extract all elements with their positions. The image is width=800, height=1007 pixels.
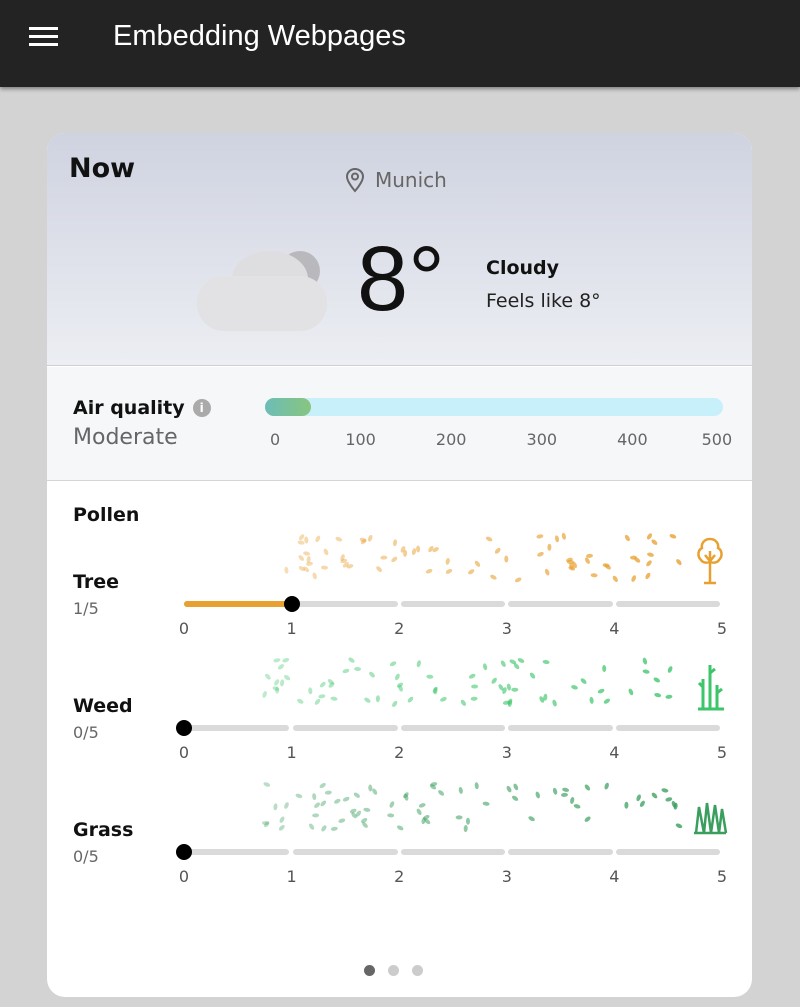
pollen-tick: 0: [178, 619, 190, 638]
pollen-tick: 1: [286, 867, 297, 886]
pollen-value: 0/5: [73, 847, 99, 866]
air-quality-tick: 300: [526, 430, 558, 449]
location-pin-icon: [345, 167, 365, 193]
pollen-level-fill: [184, 601, 292, 607]
pollen-level-slider: [184, 596, 722, 612]
pollen-tick: 5: [716, 743, 728, 762]
pollen-particles-decoration: [284, 532, 682, 583]
pollen-name: Tree: [73, 571, 120, 593]
now-heading: Now: [69, 153, 136, 184]
pollen-tick: 3: [501, 619, 512, 638]
pagination-dots: [364, 965, 423, 976]
info-icon[interactable]: i: [192, 399, 211, 417]
pollen-tick: 2: [394, 743, 405, 762]
pollen-particles-decoration: [261, 782, 683, 832]
cloud-icon: [197, 251, 327, 331]
air-quality-tick: 0: [270, 430, 281, 449]
pollen-tick: 3: [501, 867, 512, 886]
pollen-tick: 0: [178, 743, 190, 762]
air-quality-status: Moderate: [73, 425, 178, 450]
air-quality-tick: 400: [617, 430, 648, 449]
current-weather: Now Munich 8° Cloudy Feels like 8°: [47, 133, 752, 366]
pollen-tick: 4: [609, 867, 620, 886]
track-segment: [293, 849, 398, 855]
pollen-tick: 2: [394, 867, 405, 886]
weed-icon: [697, 665, 724, 711]
track-segment: [615, 849, 721, 855]
track-segment: [615, 725, 721, 731]
pollen-tick: 3: [501, 743, 512, 762]
condition: Cloudy: [486, 257, 560, 279]
pollen-tick: 1: [286, 743, 297, 762]
air-quality-section: Air quality i Moderate 0 100 200 300 400 500: [47, 367, 752, 481]
pollen-tick: 4: [609, 619, 620, 638]
pollen-tick: 4: [609, 743, 620, 762]
app-title: Embedding Webpages: [113, 20, 406, 52]
track-segment: [615, 601, 721, 607]
track-segment: [293, 601, 398, 607]
track-segment: [508, 601, 613, 607]
pollen-row-weed: Weed 0/5 0 1 2 3 4 5: [47, 657, 752, 805]
pollen-level-knob: [176, 720, 192, 736]
pollen-name: Weed: [73, 695, 133, 717]
air-quality-label: Air quality i: [73, 397, 211, 419]
pollen-tick: 1: [286, 619, 297, 638]
page-dot-3[interactable]: [412, 965, 423, 976]
pollen-level-knob: [283, 596, 300, 612]
page-dot-2[interactable]: [388, 965, 399, 976]
tree-icon: [697, 537, 723, 585]
track-segment: [293, 725, 398, 731]
air-quality-tick: 200: [435, 430, 467, 449]
track-segment: [184, 725, 289, 731]
track-segment: [400, 725, 506, 731]
page-dot-1[interactable]: [364, 965, 375, 976]
pollen-tick: 2: [394, 619, 405, 638]
app-bar: Embedding Webpages: [0, 0, 800, 87]
pollen-value: 0/5: [73, 723, 99, 742]
pollen-particles-decoration: [262, 657, 673, 707]
track-segment: [508, 849, 613, 855]
hamburger-menu-icon[interactable]: [29, 27, 58, 47]
track-segment: [508, 725, 613, 731]
pollen-row-grass: Grass 0/5 0 1 2 3 4 5: [47, 782, 752, 929]
temperature: 8°: [357, 228, 445, 330]
air-quality-title: Air quality: [73, 397, 185, 419]
location[interactable]: Munich: [345, 167, 447, 193]
pollen-tick: 5: [716, 867, 728, 886]
pollen-name: Grass: [73, 819, 134, 841]
feels-like: Feels like 8°: [486, 290, 601, 312]
pollen-tick: 5: [716, 619, 728, 638]
location-name: Munich: [375, 168, 447, 192]
pollen-row-tree: Tree 1/5 0 1 2 3 4 5: [47, 532, 752, 681]
air-quality-tick: 100: [345, 430, 376, 449]
track-segment: [400, 601, 506, 607]
track-segment: [184, 849, 289, 855]
pollen-level-slider: [176, 720, 722, 736]
pollen-value: 1/5: [73, 599, 99, 618]
air-quality-tick: 500: [701, 430, 733, 449]
pollen-heading: Pollen: [73, 504, 140, 526]
pollen-level-knob: [176, 844, 192, 860]
weather-card: Now Munich 8° Cloudy Feels like 8° Air q…: [47, 133, 752, 997]
air-quality-fill: [265, 398, 311, 416]
pollen-level-slider: [176, 844, 722, 860]
pollen-tick: 0: [178, 867, 190, 886]
track-segment: [400, 849, 506, 855]
air-quality-bar: [265, 398, 723, 416]
grass-icon: [694, 802, 728, 835]
